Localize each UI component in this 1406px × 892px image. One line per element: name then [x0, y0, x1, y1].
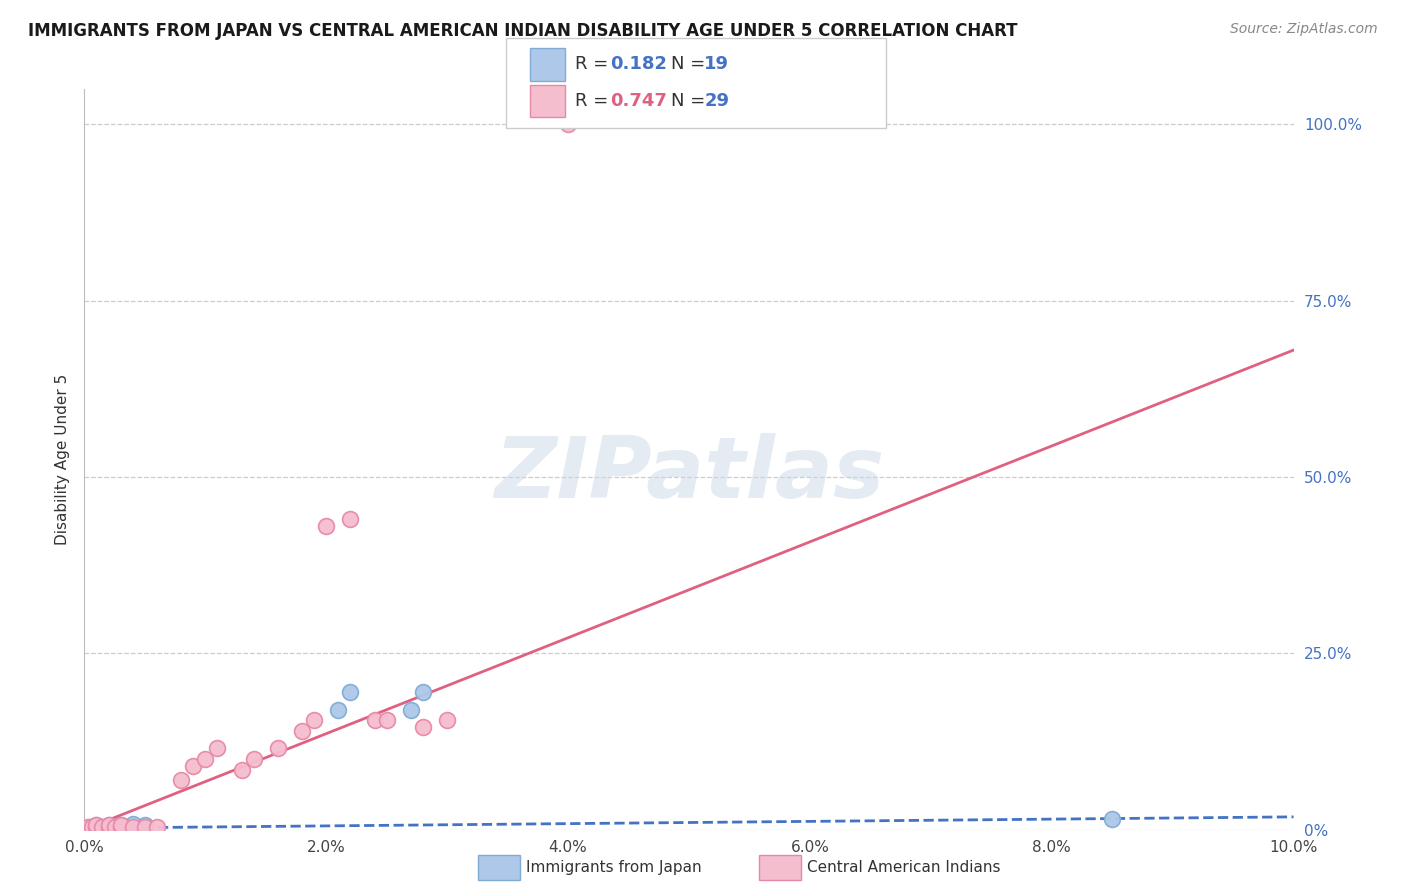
Point — [86, 821, 108, 835]
Point — [412, 720, 434, 734]
Text: R =: R = — [575, 93, 614, 111]
Point — [134, 821, 156, 835]
Point — [91, 821, 114, 835]
Point — [146, 821, 169, 835]
Point — [328, 703, 350, 717]
Point — [104, 821, 127, 835]
Point — [363, 713, 385, 727]
Point — [91, 821, 114, 835]
Point — [79, 821, 101, 835]
Point — [231, 763, 253, 777]
Text: 29: 29 — [704, 93, 730, 111]
Point — [339, 512, 361, 526]
Point — [97, 821, 120, 835]
Point — [375, 713, 398, 727]
Point — [110, 818, 132, 832]
Text: ZIPatlas: ZIPatlas — [494, 433, 884, 516]
Point — [194, 752, 217, 766]
Point — [267, 741, 290, 756]
Point — [436, 713, 458, 727]
Point — [110, 821, 132, 835]
Point — [121, 821, 143, 835]
Point — [412, 685, 434, 699]
Point — [242, 752, 264, 766]
Point — [110, 821, 132, 835]
Text: Source: ZipAtlas.com: Source: ZipAtlas.com — [1230, 22, 1378, 37]
Text: 0.182: 0.182 — [610, 55, 668, 73]
Point — [1101, 812, 1123, 826]
Text: Central American Indians: Central American Indians — [807, 860, 1001, 874]
Text: 0.747: 0.747 — [610, 93, 666, 111]
Point — [399, 703, 422, 717]
Point — [86, 818, 108, 832]
Point — [170, 773, 193, 788]
Point — [110, 818, 132, 832]
Point — [315, 519, 337, 533]
Point — [134, 821, 156, 835]
Point — [80, 821, 103, 835]
Point — [86, 818, 108, 832]
Point — [207, 741, 229, 756]
Point — [86, 821, 108, 835]
Point — [77, 821, 100, 835]
Point — [97, 818, 120, 832]
Point — [339, 685, 361, 699]
Text: IMMIGRANTS FROM JAPAN VS CENTRAL AMERICAN INDIAN DISABILITY AGE UNDER 5 CORRELAT: IMMIGRANTS FROM JAPAN VS CENTRAL AMERICA… — [28, 22, 1018, 40]
Point — [97, 821, 120, 835]
Point — [291, 723, 314, 738]
Text: R =: R = — [575, 55, 614, 73]
Point — [83, 821, 105, 835]
Y-axis label: Disability Age Under 5: Disability Age Under 5 — [55, 374, 70, 545]
Text: Immigrants from Japan: Immigrants from Japan — [526, 860, 702, 874]
Text: N =: N = — [671, 93, 710, 111]
Text: 19: 19 — [704, 55, 730, 73]
Point — [97, 818, 120, 832]
Point — [557, 118, 579, 132]
Point — [121, 821, 143, 835]
Point — [134, 818, 156, 832]
Point — [121, 817, 143, 831]
Text: N =: N = — [671, 55, 710, 73]
Point — [104, 821, 127, 835]
Point — [302, 713, 325, 727]
Point — [181, 759, 204, 773]
